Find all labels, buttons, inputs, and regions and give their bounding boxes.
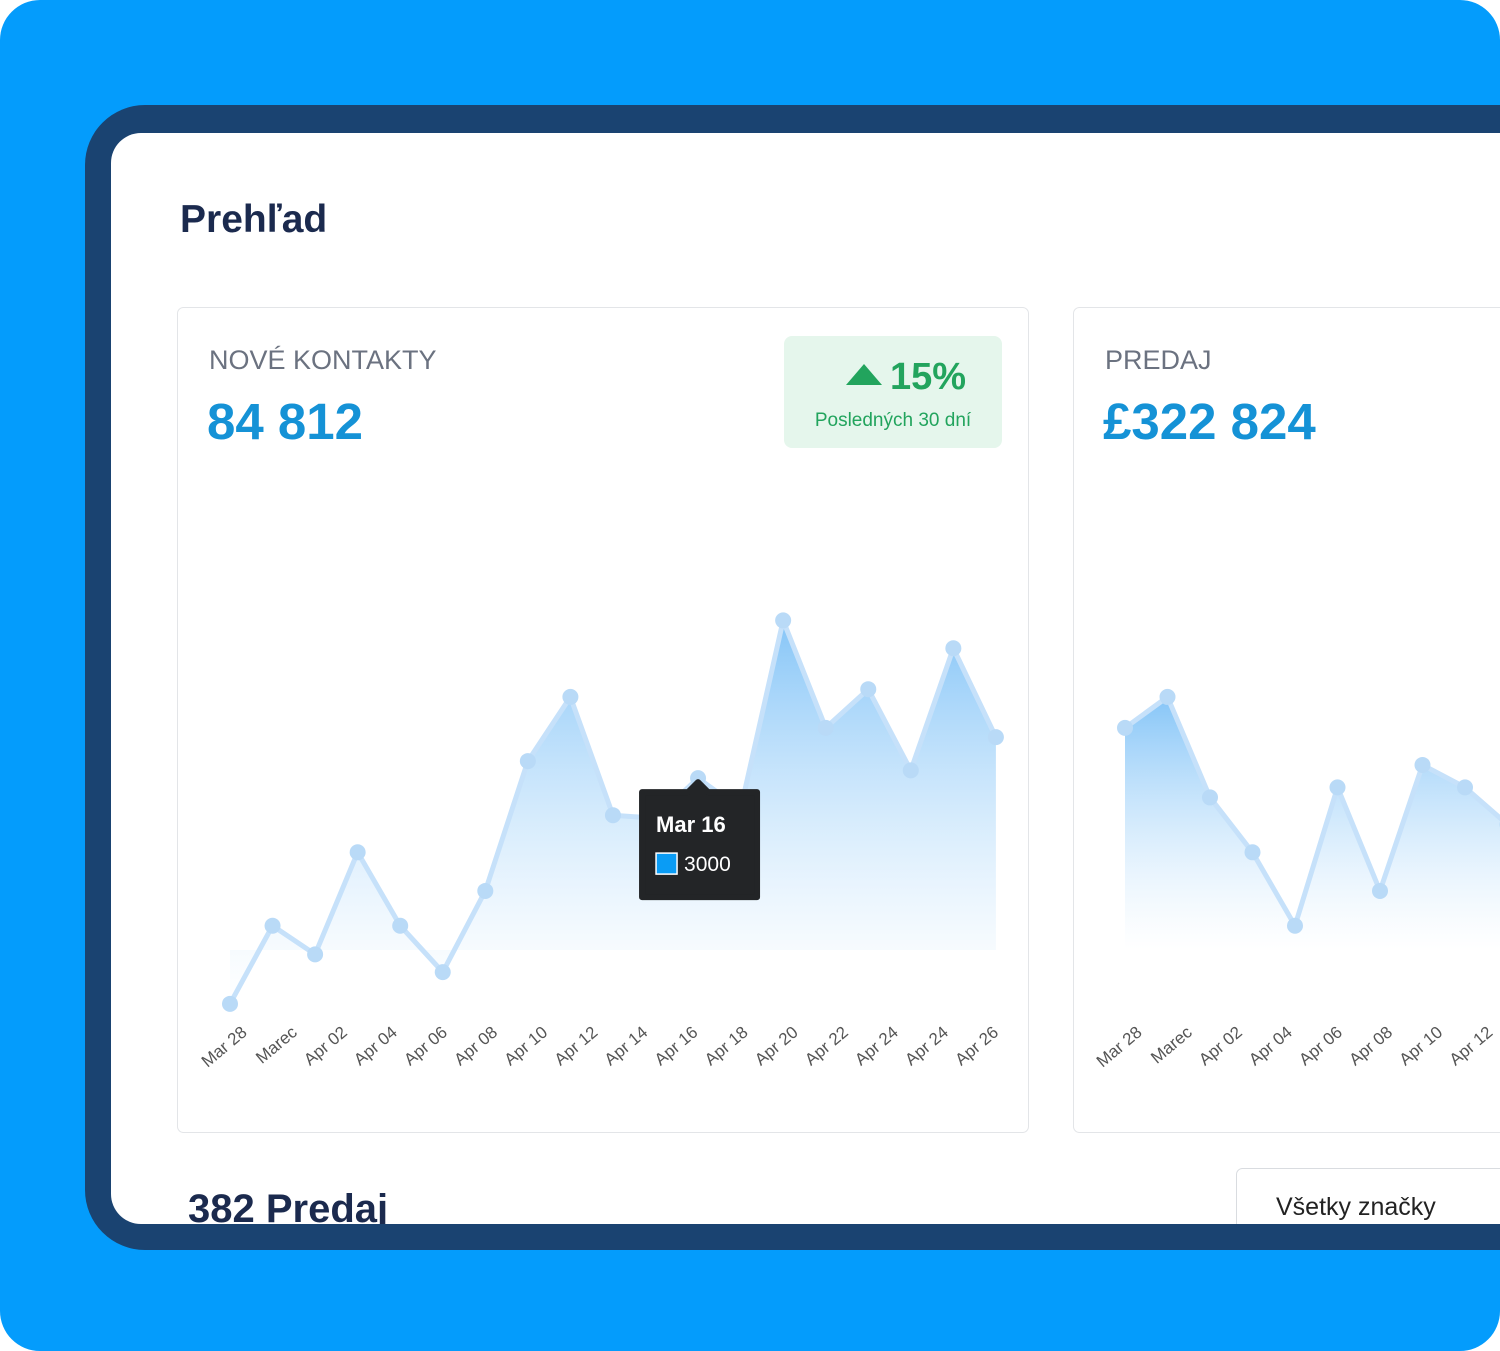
brand-filter-label[interactable]: Všetky značky bbox=[1276, 1193, 1436, 1221]
section-title: 382 Predaj bbox=[188, 1187, 388, 1231]
data-point bbox=[1202, 789, 1218, 806]
data-point bbox=[434, 964, 451, 981]
area bbox=[230, 620, 996, 1004]
data-point bbox=[307, 946, 324, 963]
tooltip-box bbox=[639, 779, 761, 901]
data-point bbox=[349, 844, 366, 861]
data-point bbox=[1287, 917, 1303, 934]
tooltip-swatch bbox=[655, 852, 678, 875]
area bbox=[1125, 696, 1500, 950]
data-point bbox=[562, 688, 579, 705]
data-point bbox=[519, 753, 536, 770]
card-label: PREDAJ bbox=[1105, 345, 1212, 375]
data-point bbox=[775, 612, 792, 629]
data-point bbox=[222, 995, 238, 1012]
tooltip-label: Mar 16 bbox=[656, 812, 726, 837]
card-label: NOVÉ KONTAKTY bbox=[209, 345, 437, 375]
data-point bbox=[264, 917, 281, 934]
data-point bbox=[392, 917, 409, 934]
badge-change: 15% bbox=[890, 356, 966, 398]
data-point bbox=[860, 681, 877, 698]
line bbox=[1123, 694, 1500, 929]
data-point bbox=[1159, 688, 1176, 705]
area-chart: Mar 28 Marec Apr 02 Apr 04 Apr 06 Apr 08 Apr 1… bbox=[198, 612, 1004, 1071]
data-point bbox=[1457, 779, 1473, 796]
tooltip-value: 3000 bbox=[684, 853, 731, 876]
up-arrow bbox=[846, 364, 882, 385]
data-point bbox=[1244, 844, 1261, 861]
card-total: 84 812 bbox=[207, 393, 363, 450]
badge-period: Posledných 30 dní bbox=[815, 410, 972, 431]
data-point bbox=[902, 762, 919, 779]
page-title: Prehľad bbox=[180, 198, 327, 241]
badge bbox=[784, 336, 1002, 448]
data-point bbox=[1372, 882, 1388, 899]
data-point bbox=[1414, 756, 1431, 773]
data-point bbox=[987, 729, 1004, 746]
data-point bbox=[817, 719, 834, 736]
data-point bbox=[1329, 779, 1346, 796]
data-point bbox=[1117, 719, 1133, 736]
tooltip: Mar 16 3000 bbox=[639, 779, 761, 901]
data-point bbox=[604, 807, 621, 824]
card-total: £322 824 bbox=[1103, 393, 1316, 450]
data-point bbox=[477, 882, 494, 899]
data-point bbox=[945, 640, 962, 657]
brand-filter[interactable] bbox=[1236, 1168, 1500, 1249]
